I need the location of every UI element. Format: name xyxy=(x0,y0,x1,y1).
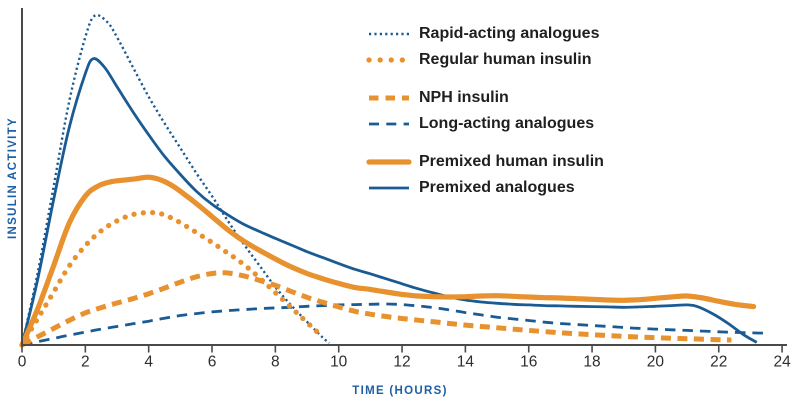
legend-item-premixed_analogues: Premixed analogues xyxy=(366,175,604,201)
x-tick-label: 4 xyxy=(144,354,153,371)
series-line-long_acting xyxy=(21,302,764,347)
x-tick-label: 10 xyxy=(330,354,348,371)
series-line-regular_human xyxy=(19,209,326,348)
series-line-premixed_human xyxy=(19,174,757,348)
series-layer xyxy=(19,13,764,348)
legend-swatch-dashed-thin-icon xyxy=(369,122,409,126)
series-line-premixed_analogues xyxy=(20,57,758,346)
series-line-rapid_acting xyxy=(20,13,330,346)
axis-layer: 0 2 4 6 8 10 12 14 16 18 20 22 24 xyxy=(18,8,791,371)
legend-swatch-dotted-round-icon xyxy=(366,57,412,63)
legend-item-rapid_acting: Rapid-acting analogues xyxy=(366,21,604,47)
legend-swatch-solid-thick-icon xyxy=(366,159,412,165)
legend-label: Rapid-acting analogues xyxy=(419,25,600,42)
x-tick-label: 2 xyxy=(81,354,90,371)
legend-label: Premixed human insulin xyxy=(419,153,604,170)
legend-label: Premixed analogues xyxy=(419,179,575,196)
x-axis-label: TIME (HOURS) xyxy=(352,385,447,397)
legend-item-regular_human: Regular human insulin xyxy=(366,47,604,73)
x-tick-label: 8 xyxy=(271,354,280,371)
legend-label: Regular human insulin xyxy=(419,51,592,68)
x-tick-label: 16 xyxy=(520,354,537,371)
y-axis-label: INSULIN ACTIVITY xyxy=(7,117,19,239)
x-tick-label: 6 xyxy=(208,354,217,371)
legend-swatch-dashed-thick-icon xyxy=(369,95,409,101)
x-tick-label: 0 xyxy=(18,354,27,371)
legend-label: NPH insulin xyxy=(419,89,509,106)
legend: Rapid-acting analogues Regular human insu… xyxy=(366,21,604,201)
x-tick-label: 22 xyxy=(710,354,727,371)
x-tick-label: 18 xyxy=(583,354,600,371)
series-line-nph xyxy=(20,270,732,348)
x-tick-label: 14 xyxy=(457,354,475,371)
legend-item-long_acting: Long-acting analogues xyxy=(366,111,604,137)
legend-swatch-solid-thin-icon xyxy=(369,186,409,190)
x-tick-label: 12 xyxy=(393,354,410,371)
x-tick-label: 20 xyxy=(647,354,665,371)
legend-item-premixed_human: Premixed human insulin xyxy=(366,149,604,175)
legend-swatch-dotted-fine-icon xyxy=(369,32,409,36)
legend-label: Long-acting analogues xyxy=(419,115,595,132)
legend-item-nph: NPH insulin xyxy=(366,85,604,111)
x-tick-label: 24 xyxy=(773,354,791,371)
